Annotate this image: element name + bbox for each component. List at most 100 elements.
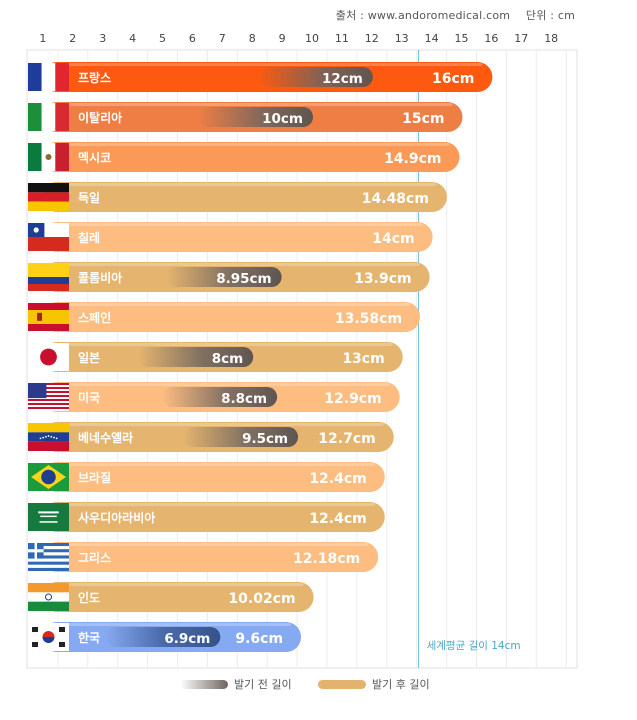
after-bar [42,182,447,212]
legend-after-label: 발기 후 길이 [372,678,430,691]
x-tick-label: 5 [159,32,166,45]
bar-highlight [48,583,304,586]
x-tick-label: 13 [395,32,409,45]
category-label: 그리스 [78,550,111,565]
colombia-flag [28,263,69,291]
bar-row: 9.5cm 베네수엘라 12.7cm [28,422,394,452]
category-label: 이탈리아 [78,110,122,125]
japan-flag [28,343,69,371]
after-value-label: 15cm [402,111,444,127]
category-label: 인도 [78,590,100,605]
before-bar [257,67,373,87]
after-value-label: 12.4cm [309,511,366,527]
bar-row: 8.95cm 콜롬비아 13.9cm [28,262,430,292]
category-label: 일본 [78,351,100,365]
after-value-label: 10.02cm [228,591,295,607]
after-bar [42,222,433,252]
italy-flag [28,103,69,131]
before-bar [105,627,221,647]
before-value-label: 12cm [322,71,363,87]
france-flag [28,63,69,91]
x-tick-label: 11 [335,32,349,45]
category-label: 한국 [78,630,100,645]
bar-highlight [48,263,420,266]
after-bar [42,462,385,492]
korea-flag [28,623,69,651]
bar-highlight [48,343,393,346]
x-tick-label: 18 [544,32,558,45]
bar-row: 독일 14.48cm [28,182,447,212]
after-value-label: 12.7cm [318,431,375,447]
bar-highlight [48,383,390,386]
bar-row: 12cm 프랑스 16cm [28,62,493,92]
after-value-label: 14.9cm [384,151,441,167]
bar-row: 멕시코 14.9cm [28,142,460,172]
spain-flag [28,303,69,331]
saudi-arabia-flag [28,503,69,531]
bar-row: 8.8cm 미국 12.9cm [28,382,400,412]
bar-row: 칠레 14cm [28,222,433,252]
after-bar [42,542,379,572]
after-value-label: 12.18cm [293,551,360,567]
bar-highlight [48,303,411,306]
after-value-label: 12.4cm [309,471,366,487]
after-bar [42,582,314,612]
x-tick-label: 6 [189,32,196,45]
after-value-label: 12.9cm [324,391,381,407]
category-label: 베네수엘라 [78,430,133,445]
bar-highlight [48,623,292,626]
category-label: 콜롬비아 [78,270,122,285]
legend-after: 발기 후 길이 [318,676,430,692]
legend-before-label: 발기 전 길이 [234,678,292,691]
before-value-label: 8.8cm [221,391,267,407]
x-tick-label: 16 [484,32,498,45]
x-tick-label: 2 [69,32,76,45]
legend-before-swatch [180,679,228,689]
bar-row: 6.9cm 한국 9.6cm [28,622,302,652]
before-bar [166,267,282,287]
after-value-label: 14.48cm [362,191,429,207]
before-value-label: 8.95cm [216,271,271,287]
legend-before: 발기 전 길이 [180,676,292,692]
after-value-label: 13.9cm [354,271,411,287]
x-tick-label: 14 [425,32,439,45]
bar-highlight [48,63,483,66]
bar-highlight [48,503,375,506]
category-label: 사우디아라비아 [78,510,155,525]
plot-frame [26,49,578,669]
unit-text: 단위 : cm [525,9,575,22]
category-label: 브라질 [78,470,111,485]
after-bar [42,302,421,332]
x-tick-label: 12 [365,32,379,45]
before-bar [183,427,299,447]
after-bar [42,502,385,532]
category-label: 스페인 [78,310,111,325]
category-label: 멕시코 [78,150,111,165]
bar-highlight [48,543,369,546]
x-tick-label: 3 [99,32,106,45]
bar-row: 스페인 13.58cm [28,302,421,332]
bar-row: 사우디아라비아 12.4cm [28,502,385,532]
x-tick-label: 7 [219,32,226,45]
x-tick-label: 17 [514,32,528,45]
before-value-label: 10cm [262,111,303,127]
x-tick-label: 15 [455,32,469,45]
after-value-label: 16cm [432,71,474,87]
category-label: 미국 [78,390,100,405]
x-tick-label: 1 [39,32,46,45]
bar-highlight [48,423,384,426]
reference-line-label: 세계평균 길이 14cm [427,639,521,652]
mexico-flag [28,143,69,171]
usa-flag [28,383,69,411]
category-label: 독일 [78,191,100,205]
bar-highlight [48,103,453,106]
bar-highlight [48,183,437,186]
chile-flag [28,223,69,251]
bar-row: 8cm 일본 13cm [28,342,403,372]
before-value-label: 6.9cm [164,631,210,647]
x-tick-label: 4 [129,32,136,45]
before-value-label: 9.5cm [242,431,288,447]
after-value-label: 13cm [342,351,384,367]
bar-highlight [48,143,450,146]
